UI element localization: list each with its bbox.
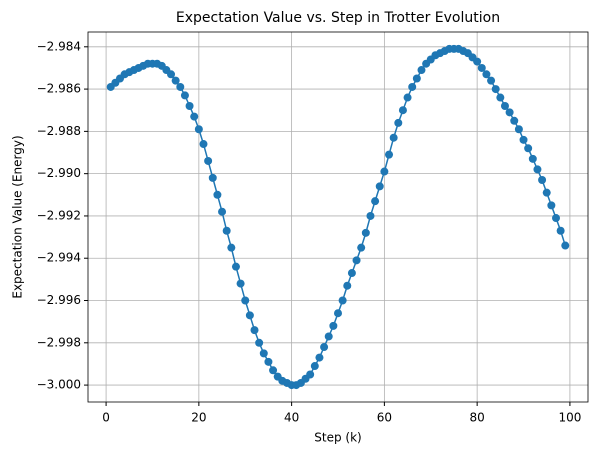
- marker: [185, 102, 194, 110]
- marker: [245, 311, 254, 320]
- marker: [357, 243, 366, 252]
- y-tick-label: −3.000: [37, 378, 81, 392]
- marker: [514, 125, 523, 134]
- marker: [482, 70, 491, 79]
- marker: [371, 197, 380, 206]
- marker: [524, 144, 533, 153]
- marker: [231, 262, 240, 271]
- marker: [487, 76, 496, 85]
- marker: [477, 63, 486, 72]
- marker: [403, 93, 412, 102]
- y-axis-label: Expectation Value (Energy): [11, 135, 25, 298]
- marker: [366, 211, 375, 220]
- marker: [167, 70, 176, 79]
- x-tick-label: 40: [284, 411, 299, 425]
- marker: [496, 93, 505, 102]
- marker: [551, 214, 560, 223]
- marker: [375, 182, 384, 191]
- marker: [171, 76, 180, 85]
- marker: [310, 362, 319, 371]
- marker: [343, 281, 352, 290]
- marker: [412, 74, 421, 83]
- marker: [241, 296, 250, 305]
- marker: [180, 91, 189, 100]
- marker: [218, 207, 227, 216]
- marker: [320, 343, 329, 352]
- marker: [222, 226, 231, 235]
- marker: [324, 332, 333, 341]
- marker: [334, 309, 342, 318]
- marker: [561, 241, 570, 250]
- marker: [306, 370, 315, 379]
- marker: [408, 82, 417, 91]
- x-tick-label: 0: [102, 411, 110, 425]
- marker: [176, 82, 185, 91]
- plot-frame: [87, 31, 589, 403]
- marker: [500, 102, 509, 110]
- marker: [347, 269, 356, 278]
- chart-title: Expectation Value vs. Step in Trotter Ev…: [176, 10, 500, 26]
- marker: [398, 106, 407, 115]
- x-tick-label: 20: [191, 411, 206, 425]
- marker: [519, 135, 528, 144]
- marker: [491, 85, 500, 94]
- marker: [250, 326, 259, 335]
- marker: [533, 165, 542, 174]
- marker: [556, 226, 565, 235]
- y-tick-label: −2.986: [37, 82, 81, 96]
- x-tick-label: 80: [470, 411, 485, 425]
- x-tick-label: 100: [558, 411, 581, 425]
- marker: [199, 140, 208, 149]
- y-tick-label: −2.990: [37, 166, 81, 180]
- marker: [227, 243, 236, 252]
- marker: [394, 118, 403, 127]
- y-tick-label: −2.988: [37, 124, 81, 138]
- y-tick-label: −2.984: [37, 39, 81, 53]
- marker: [385, 150, 394, 159]
- marker: [264, 357, 273, 366]
- marker: [259, 349, 268, 358]
- marker: [194, 125, 203, 134]
- marker: [417, 66, 426, 75]
- y-tick-label: −2.996: [37, 293, 81, 307]
- marker: [236, 279, 245, 288]
- marker: [542, 188, 551, 197]
- marker: [473, 57, 482, 66]
- marker: [190, 112, 199, 121]
- marker: [329, 321, 338, 330]
- marker: [208, 173, 217, 182]
- marker: [338, 296, 347, 305]
- y-tick-label: −2.992: [37, 208, 81, 222]
- marker: [389, 133, 398, 142]
- marker: [269, 366, 278, 375]
- marker: [380, 167, 389, 176]
- marker: [538, 176, 547, 184]
- marker: [213, 190, 222, 199]
- marker: [547, 201, 556, 210]
- marker: [528, 154, 537, 163]
- marker: [352, 256, 361, 265]
- marker: [315, 353, 324, 362]
- x-axis-label: Step (k): [314, 431, 361, 445]
- marker: [510, 116, 519, 125]
- marker: [505, 108, 514, 117]
- x-tick-label: 60: [377, 411, 392, 425]
- marker: [361, 228, 370, 237]
- marker: [255, 338, 264, 347]
- y-tick-label: −2.994: [37, 251, 81, 265]
- marker: [204, 156, 213, 165]
- y-tick-label: −2.998: [37, 335, 81, 349]
